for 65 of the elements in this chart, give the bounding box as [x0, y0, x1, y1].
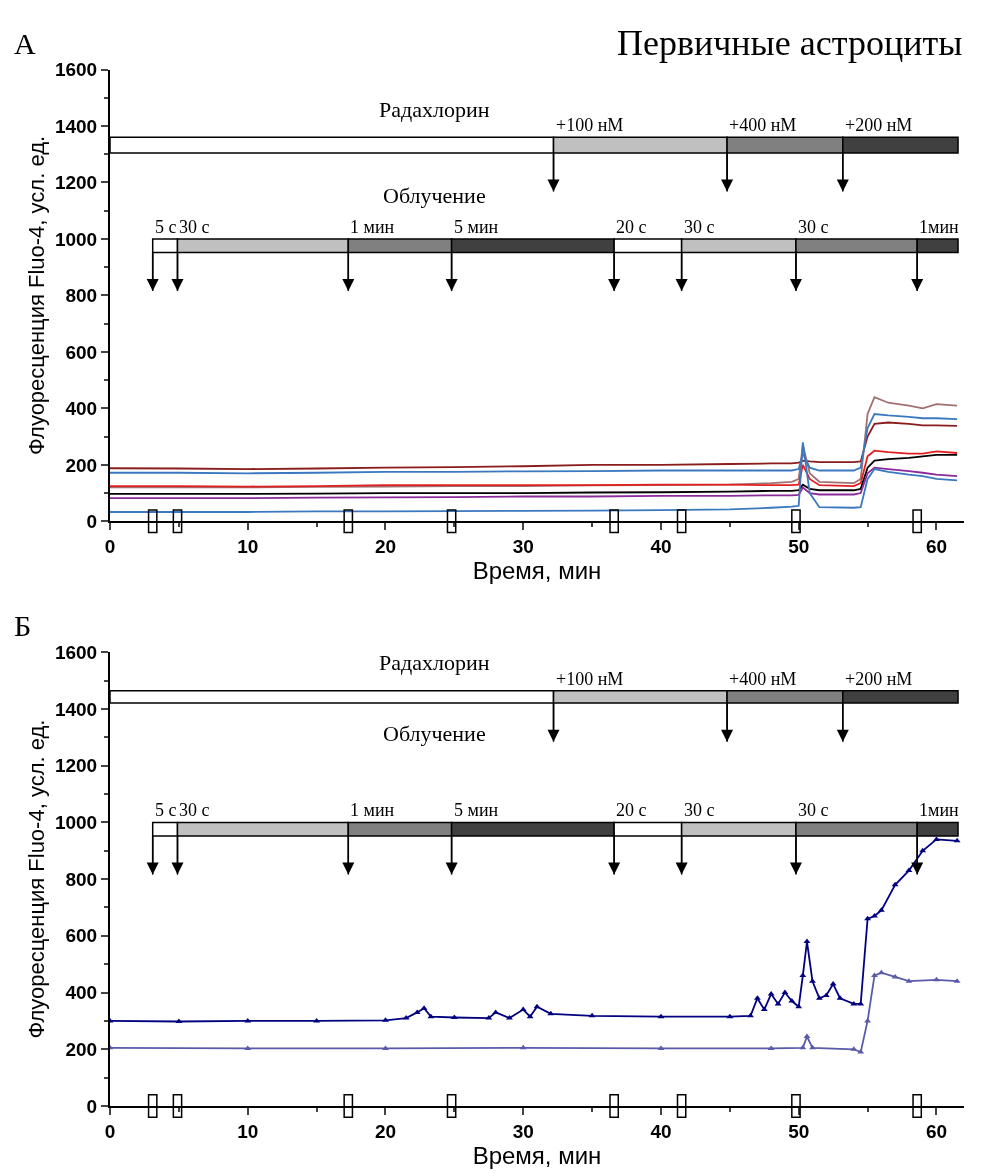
y-tick-label: 1200 — [54, 172, 98, 194]
annotation: Облучение — [383, 721, 486, 746]
annotation: Радахлорин — [379, 650, 490, 675]
ref-line-label: 30 с — [798, 800, 829, 820]
ref-line-label: 30 с — [798, 217, 829, 237]
text: А — [14, 27, 36, 60]
x-tick-label: 30 — [512, 1120, 534, 1142]
ref-line-label: +200 нМ — [845, 669, 913, 689]
x-axis-title: Время, мин — [472, 1141, 602, 1169]
text: Б — [14, 609, 32, 642]
x-tick-label: 20 — [374, 1120, 397, 1142]
y-tick-label: 400 — [65, 398, 98, 420]
y-tick-label: 600 — [65, 925, 98, 947]
chart-title: Первичные астроциты — [617, 23, 963, 63]
y-tick-label: 0 — [86, 510, 98, 532]
x-tick-label: 50 — [788, 536, 810, 558]
ref-line-label: +200 нМ — [845, 115, 913, 135]
ref-line-label: +100 нМ — [556, 115, 624, 135]
ref-line-label: 1мин — [919, 800, 960, 820]
x-axis-title: Время, мин — [472, 557, 602, 585]
annotation: Радахлорин — [379, 97, 490, 122]
x-tick-label: 40 — [650, 536, 672, 558]
ref-line-label: 5 с — [155, 800, 177, 820]
y-tick-label: 1400 — [54, 698, 98, 720]
ref-line-label: 5 мин — [454, 217, 499, 237]
x-tick-label: 60 — [925, 536, 948, 558]
annotation: Облучение — [383, 183, 486, 208]
ref-line-label: 30 с — [684, 217, 715, 237]
y-tick-label: 800 — [65, 868, 98, 890]
x-tick-label: 30 — [512, 536, 534, 558]
y-axis-title: Флуоресценция Fluo-4, усл. ед. — [24, 135, 50, 455]
x-tick-label: 40 — [650, 1120, 672, 1142]
ref-line-label: 30 с — [684, 800, 715, 820]
ref-line-label: 30 с — [179, 217, 210, 237]
ref-line-label: 5 мин — [454, 800, 499, 820]
y-tick-label: 1600 — [54, 641, 98, 663]
x-tick-label: 10 — [237, 536, 259, 558]
x-tick-label: 10 — [237, 1120, 259, 1142]
y-tick-label: 800 — [65, 285, 98, 307]
y-tick-label: 200 — [65, 454, 98, 476]
x-tick-label: 20 — [374, 536, 397, 558]
ref-line-label: 20 с — [616, 217, 647, 237]
ref-line-label: +400 нМ — [729, 669, 797, 689]
y-tick-label: 1200 — [54, 755, 98, 777]
ref-line-label: 1 мин — [350, 217, 395, 237]
ref-line-label: 1мин — [919, 217, 960, 237]
y-tick-label: 1600 — [54, 59, 98, 81]
x-tick-label: 0 — [104, 1120, 116, 1142]
y-tick-label: 200 — [65, 1038, 98, 1060]
y-tick-label: 400 — [65, 982, 98, 1004]
y-tick-label: 1000 — [54, 812, 98, 834]
y-tick-label: 1400 — [54, 115, 98, 137]
y-tick-label: 600 — [65, 341, 98, 363]
ref-line-label: 30 с — [179, 800, 210, 820]
ref-line-label: 5 с — [155, 217, 177, 237]
ref-line-label: +400 нМ — [729, 115, 797, 135]
y-axis-title: Флуоресценция Fluo-4, усл. ед. — [24, 719, 50, 1039]
x-tick-label: 50 — [788, 1120, 810, 1142]
ref-line-label: 1 мин — [350, 800, 395, 820]
y-tick-label: 1000 — [54, 228, 98, 250]
x-tick-label: 0 — [104, 536, 116, 558]
y-tick-label: 0 — [86, 1095, 98, 1117]
x-tick-label: 60 — [925, 1120, 948, 1142]
ref-line-label: +100 нМ — [556, 669, 624, 689]
ref-line-label: 20 с — [616, 800, 647, 820]
